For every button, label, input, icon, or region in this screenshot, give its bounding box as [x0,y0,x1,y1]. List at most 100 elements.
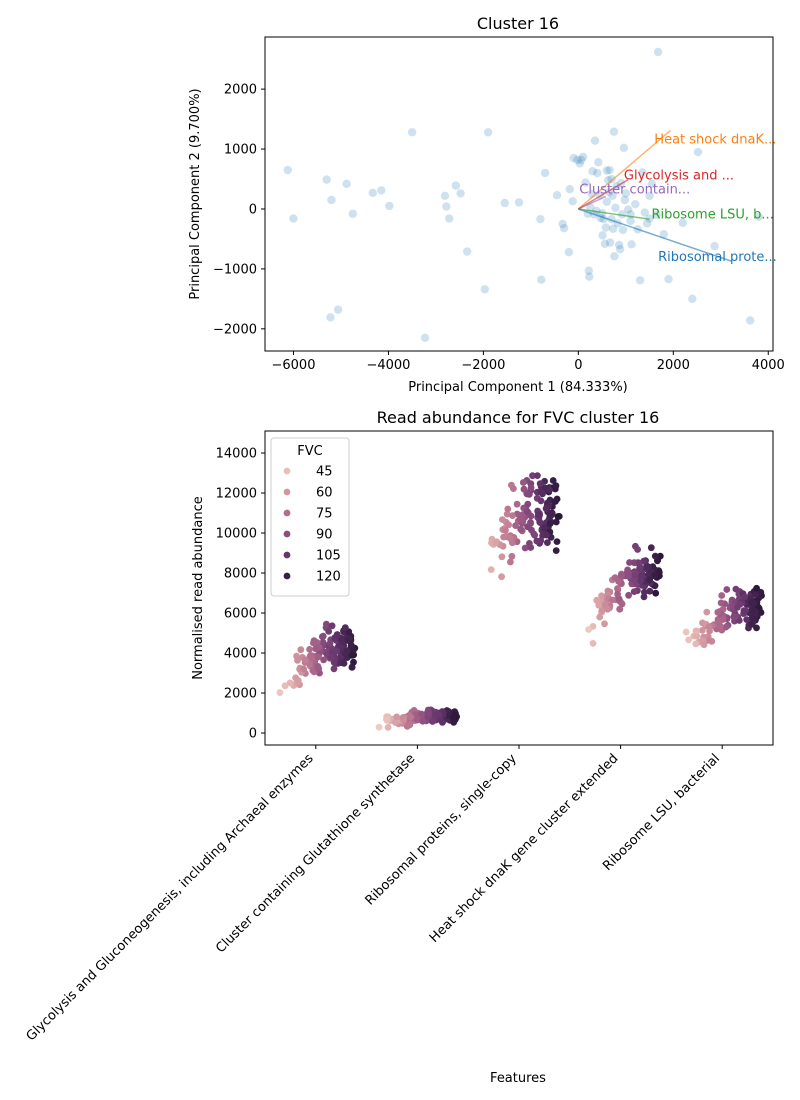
pca-y-tick-label: −1000 [213,262,257,277]
legend-marker [283,509,291,517]
pca-point [605,238,615,247]
legend-label: 90 [316,528,333,543]
strip-point [302,656,309,664]
pca-point [569,153,578,163]
pca-point [617,210,627,219]
strip-point [652,589,660,597]
strip-point [714,608,722,616]
strip-y-tick-label: 14000 [216,447,257,462]
strip-point [492,539,500,547]
pca-point [451,181,461,190]
strip-point [646,587,654,595]
pca-point [514,198,524,207]
pca-point [564,247,574,257]
strip-point [749,614,757,622]
strip-point [505,521,513,529]
strip-point [407,713,415,721]
pca-point [385,201,394,211]
strip-point [700,641,708,649]
strip-point [646,576,654,584]
pca-point [480,285,490,294]
strip-point [718,592,726,599]
pca-point [601,223,611,232]
strip-point [546,520,554,527]
pca-point [615,244,625,254]
strip-point [549,477,557,484]
strip-point [328,622,336,630]
pca-point [500,198,509,208]
strip-point [616,605,624,613]
loading-vector-label: Ribosome LSU, b... [651,208,773,223]
strip-point [375,723,383,731]
pca-x-ticks: −6000 −4000 −2000 0 2000 4000 [271,351,785,373]
pca-y-label: Principal Component 2 (9.700%) [188,88,203,299]
strip-point [425,709,432,717]
strip-point [504,505,512,513]
strip-point [637,577,645,585]
pca-vectors: Heat shock dnaK... Glycolysis and ...Clus… [577,129,777,265]
pca-point [322,175,331,184]
strip-point [418,710,425,718]
strip-point [552,547,560,554]
loading-vector-label: Ribosomal prote... [658,250,777,265]
pca-x-tick-label: −6000 [271,358,315,373]
strip-point [350,658,357,666]
pca-x-tick-label: −2000 [461,358,505,373]
pca-point [626,216,635,226]
strip-point [347,641,355,649]
strip-point [529,472,536,480]
legend-box [270,437,350,597]
pca-point [659,229,669,239]
strip-point [618,600,626,608]
pca-point [536,214,545,224]
strip-point [692,627,700,635]
pca-point [602,197,612,206]
strip-point [527,544,535,551]
strip-point [631,577,639,584]
pca-point [647,179,657,189]
strip-point [601,620,608,628]
pca-point [576,155,586,165]
pca-x-tick-label: 2000 [657,358,690,373]
strip-point [506,534,514,542]
strip-point [641,588,648,596]
pca-point [609,127,619,136]
strip-point [544,539,551,546]
strip-point [722,623,730,631]
strip-y-tick-label: 0 [249,727,257,742]
strip-point [406,721,414,729]
strip-point [527,520,534,527]
strip-y-tick-label: 2000 [224,687,257,702]
strip-point [554,513,562,520]
pca-point [593,168,602,178]
pca-point [608,224,618,233]
pca-point [368,188,377,198]
pca-point [440,191,450,200]
strip-x-tick-label: Cluster containing Glutathione synthetas… [213,751,418,956]
strip-point [719,605,727,613]
strip-point [631,571,639,579]
strip-x-ticks: Glycolysis and Gluconeogenesis, includin… [24,745,723,1044]
strip-point [682,628,690,636]
strip-point [609,596,616,604]
strip-point [341,624,349,631]
pca-x-tick-label: 0 [574,358,582,373]
strip-point [294,657,301,664]
strip-point [723,586,731,593]
pca-point [420,333,430,343]
strip-point [552,482,560,489]
strip-point [643,564,651,571]
strip-point [636,559,643,567]
strip-y-tick-label: 6000 [224,607,257,622]
fvc-legend: FVC 45 60 75 90 105 120 [270,437,350,597]
strip-point [548,509,556,517]
strip-point [512,522,519,529]
strip-point [325,628,333,635]
strip-point [435,711,443,718]
strip-point [524,508,531,516]
pca-point [333,305,343,314]
strip-point [636,564,643,572]
strip-point [748,620,756,628]
strip-point [717,599,725,607]
strip-point [307,652,314,660]
